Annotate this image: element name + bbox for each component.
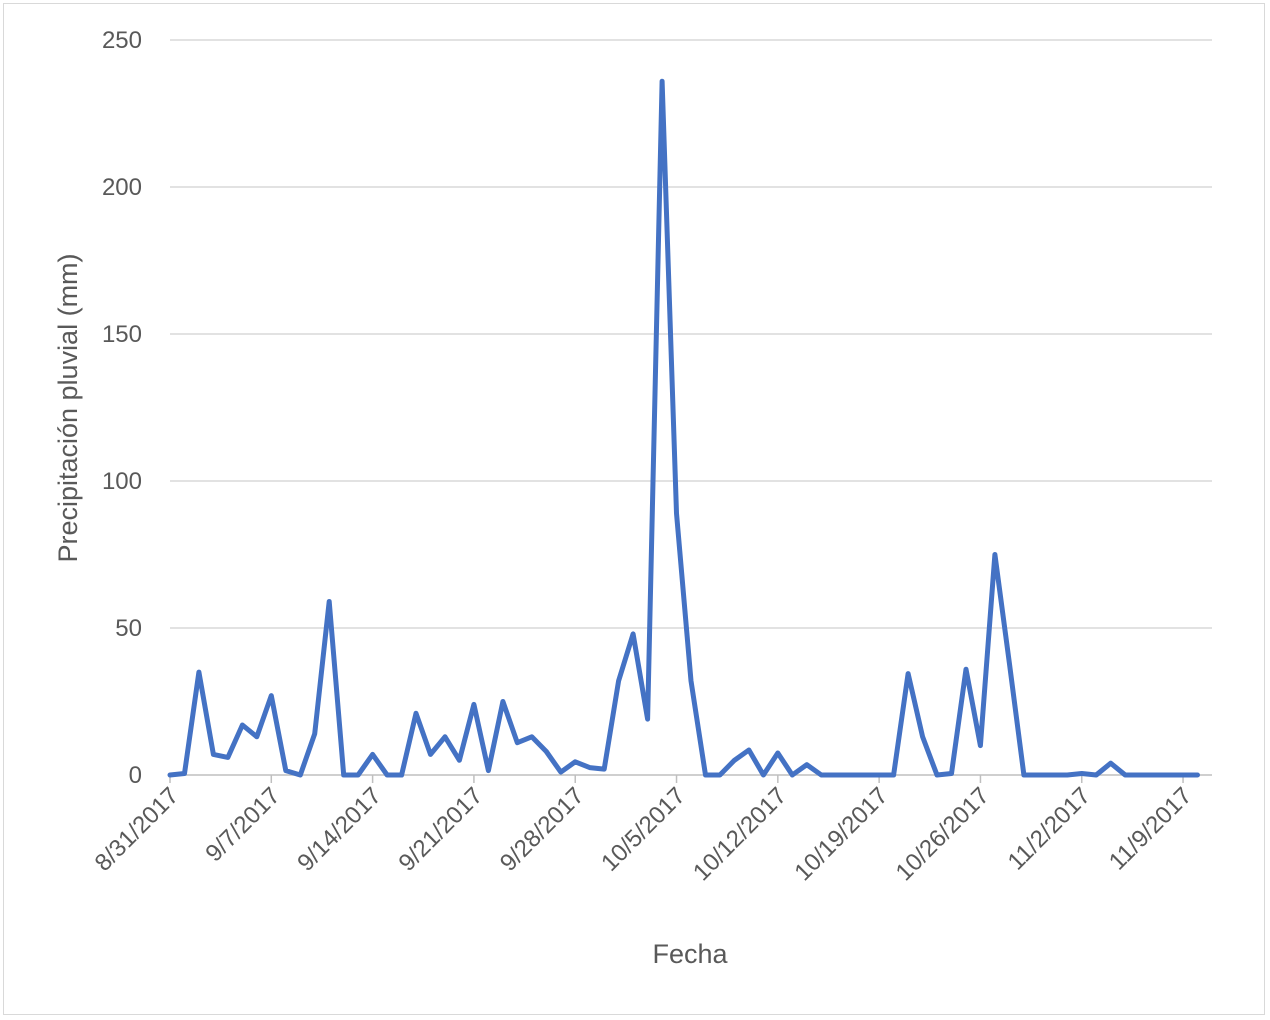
- x-tick-label: 10/19/2017: [789, 782, 893, 886]
- series-group: [167, 78, 1200, 778]
- x-tick-label: 11/9/2017: [1104, 782, 1197, 875]
- x-tick-label: 9/21/2017: [394, 782, 489, 877]
- y-tick-label: 200: [102, 174, 142, 201]
- y-tick-label: 50: [115, 615, 142, 642]
- x-axis-title: Fecha: [652, 939, 728, 969]
- x-tick-label: 10/5/2017: [596, 782, 691, 877]
- chart-frame: [3, 3, 1265, 1015]
- y-tick-label: 250: [102, 27, 142, 54]
- y-tick-label: 100: [102, 468, 142, 495]
- series-line-0: [167, 78, 1200, 778]
- x-tick-label: 8/31/2017: [90, 782, 185, 877]
- x-tick-label: 11/2/2017: [1003, 782, 1096, 875]
- y-tick-labels: 0 50 100 150 200 250: [102, 27, 142, 789]
- x-tick-label: 10/26/2017: [891, 782, 995, 886]
- y-tick-label: 150: [102, 321, 142, 348]
- x-tick-label: 9/7/2017: [200, 782, 285, 867]
- x-tick-label: 9/28/2017: [495, 782, 590, 877]
- x-tick-labels: 8/31/2017 9/7/2017 9/14/2017 9/21/2017 9/28/…: [90, 782, 1198, 886]
- x-tick-label: 10/12/2017: [688, 782, 792, 886]
- x-tick-label: 9/14/2017: [292, 782, 387, 877]
- y-axis-title: Precipitación pluvial (mm): [53, 253, 83, 562]
- y-tick-label: 0: [129, 762, 142, 789]
- gridlines: [170, 39, 1212, 629]
